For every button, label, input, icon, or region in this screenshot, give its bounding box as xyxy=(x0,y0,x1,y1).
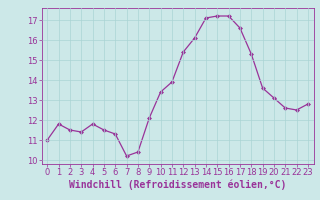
X-axis label: Windchill (Refroidissement éolien,°C): Windchill (Refroidissement éolien,°C) xyxy=(69,180,286,190)
